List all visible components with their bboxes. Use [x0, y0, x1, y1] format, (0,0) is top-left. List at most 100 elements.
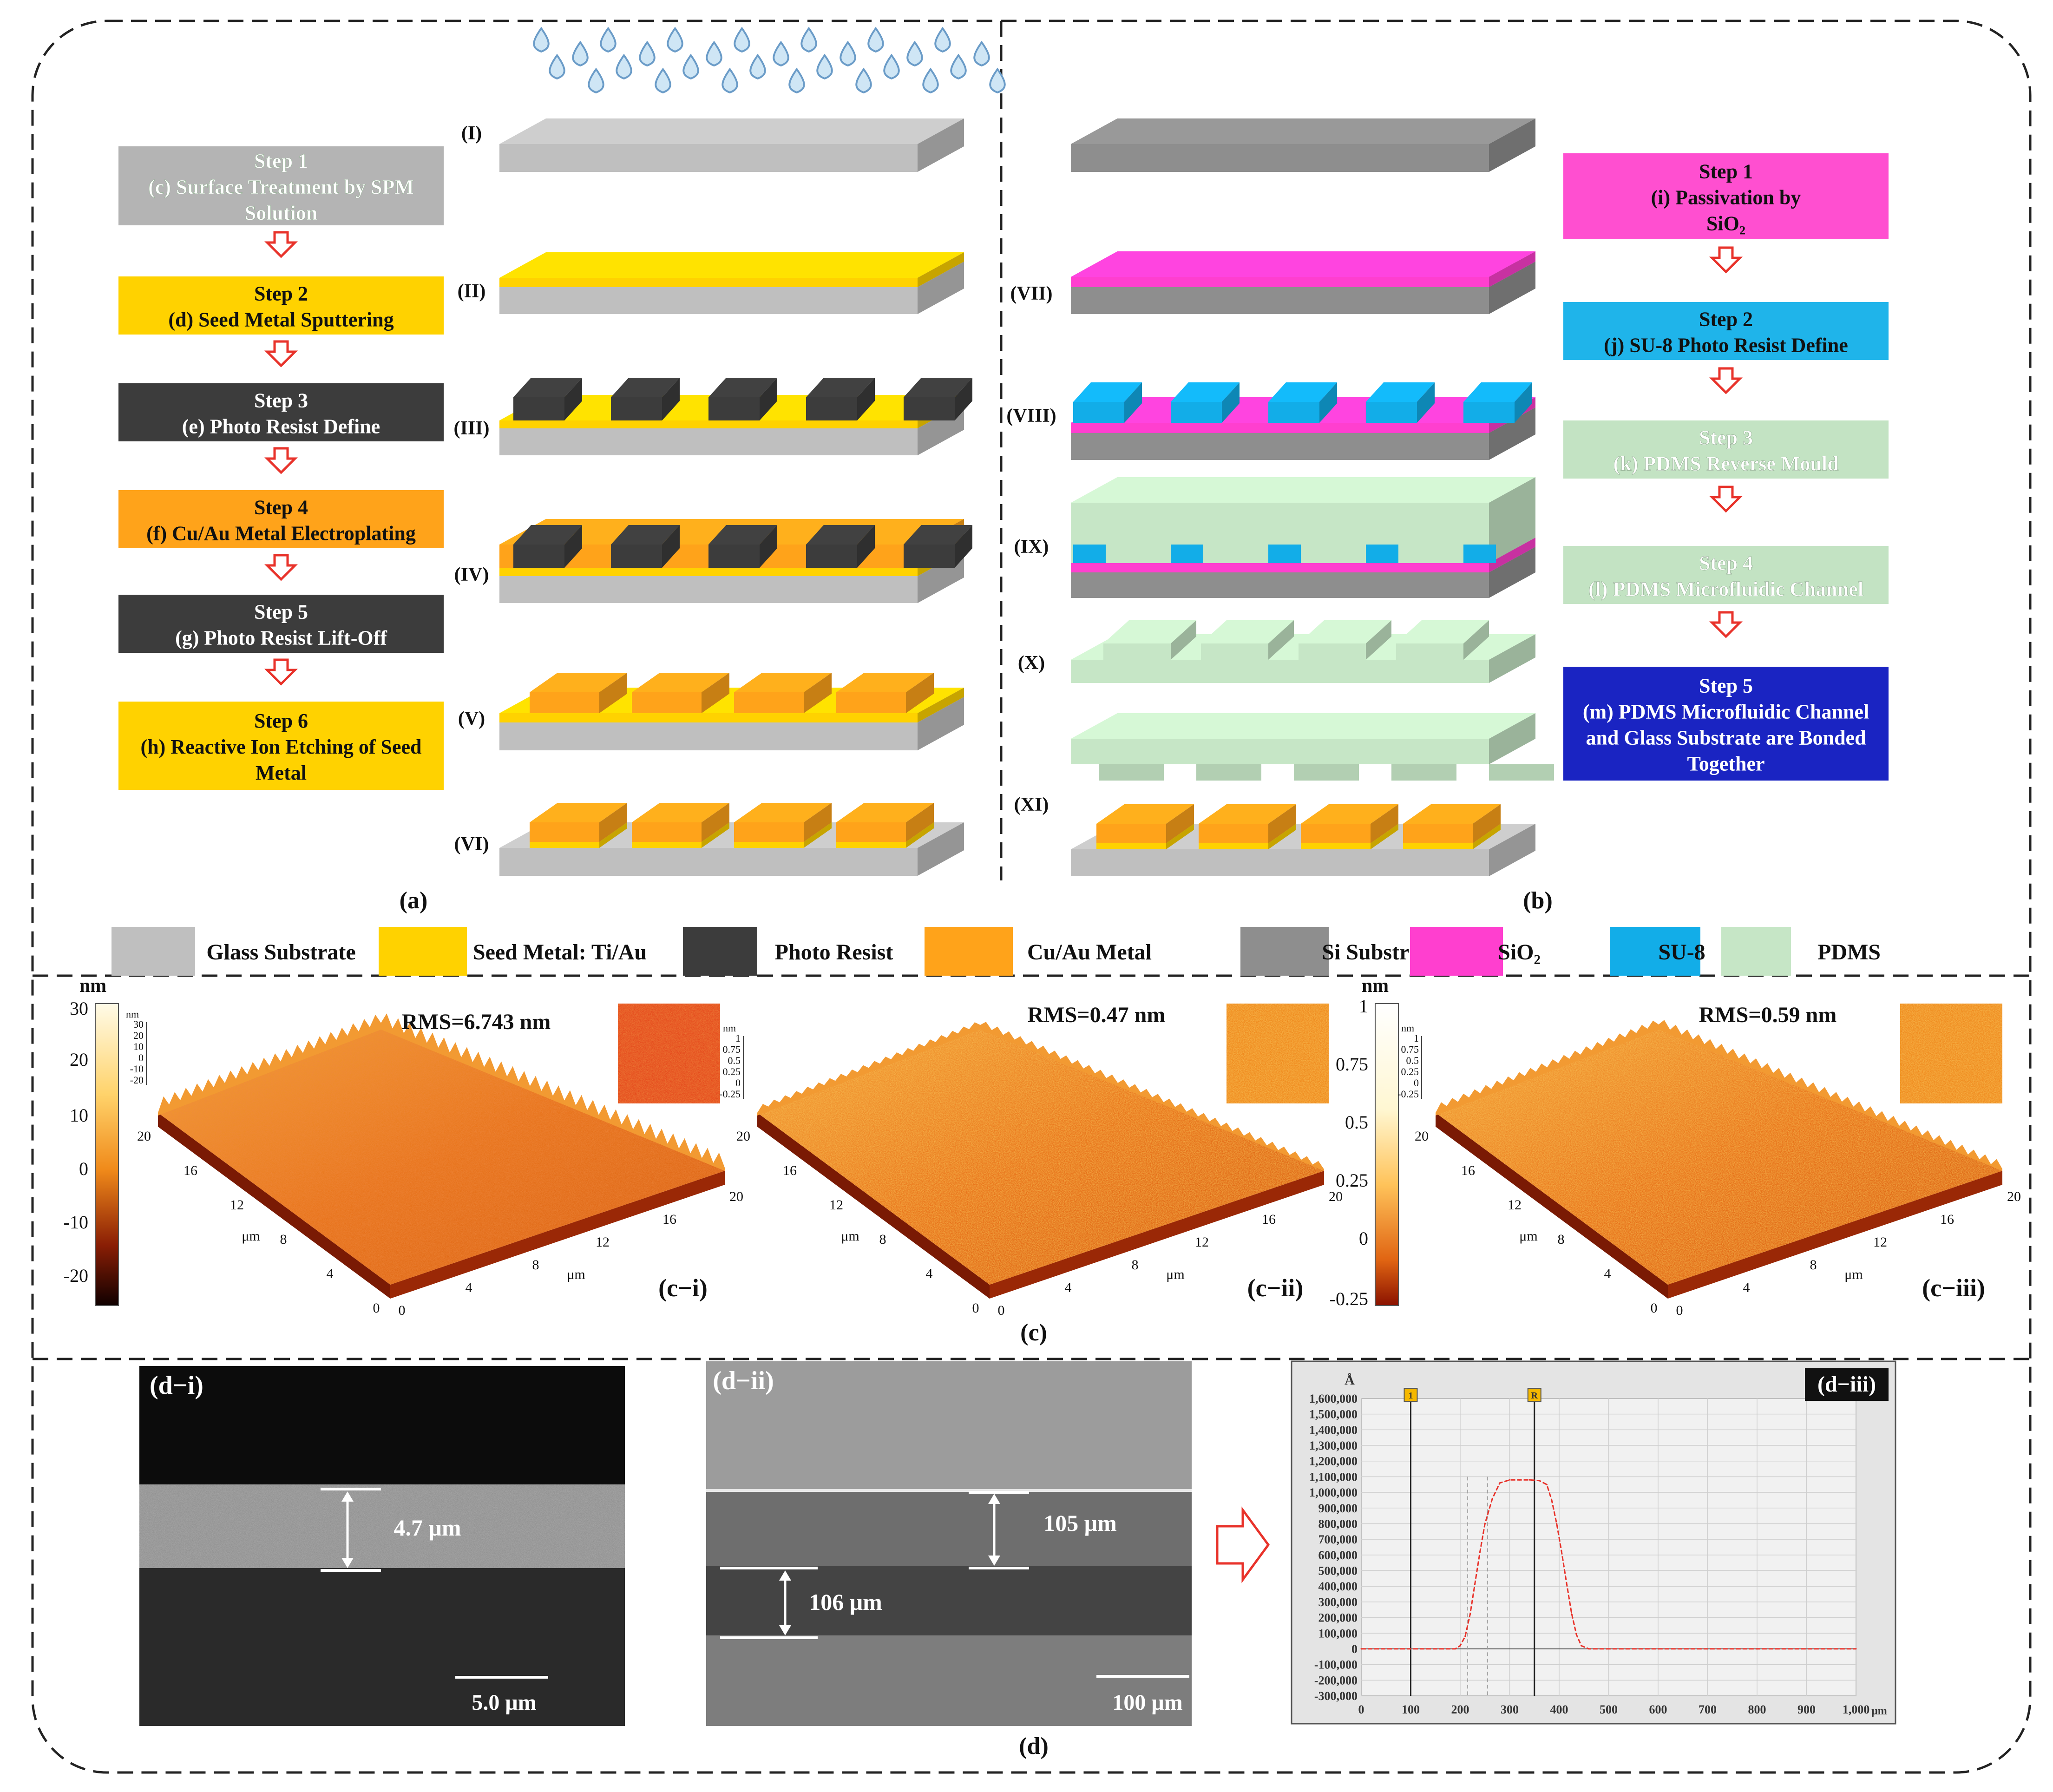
afm-x-tick: 16	[1940, 1212, 1954, 1227]
water-drop-icon	[855, 67, 872, 94]
afm-peaks	[158, 1013, 725, 1171]
stage-si-side	[1489, 118, 1535, 172]
stage-vi-metal-top	[632, 803, 729, 822]
afm-y-tick: 0	[972, 1300, 979, 1316]
stage-v-metal-side	[906, 673, 934, 713]
stage-viii-sio2-front	[1071, 423, 1489, 433]
afm-side-left	[1436, 1113, 1668, 1299]
stage-x-pdms-rib	[1103, 620, 1196, 660]
right-arrow-icon	[1216, 1506, 1270, 1583]
down-arrow-icon	[1709, 367, 1743, 394]
stage-iii-resist-front	[806, 397, 857, 420]
step-box-b5-title: Step 5	[1699, 675, 1753, 697]
stage-iv-resist-front	[513, 545, 564, 568]
stage-v-metal	[734, 673, 832, 713]
stage-x-pdms-rib	[1201, 620, 1294, 660]
stage-xi-pdms	[1071, 713, 1535, 764]
afm-y-tick: 4	[1604, 1266, 1611, 1281]
step-box-a3-title: Step 3	[254, 389, 308, 412]
water-drop-icon	[655, 67, 671, 94]
stage-iv-resist-side	[955, 525, 972, 568]
stage-iii-resist-side	[760, 378, 777, 420]
sem-2-substrate	[706, 1635, 1192, 1726]
stage-v-metal-side	[804, 673, 832, 713]
afm-side-right	[990, 1171, 1324, 1299]
step-box-b5-desc: (m) PDMS Microfluidic Channel	[1583, 701, 1869, 723]
step-box-a4: Step 4 (f) Cu/Au Metal Electroplating	[118, 490, 444, 548]
water-drop-icon	[749, 53, 766, 80]
stage-iv-resist-side	[760, 525, 777, 568]
step-box-a1-desc: (c) Surface Treatment by SPM	[148, 176, 414, 198]
stage-iv-resist	[904, 525, 972, 568]
afm-label: (c−iii)	[1922, 1274, 1985, 1302]
stage-v-glass-side	[918, 697, 964, 750]
sem-image-2: (d−ii) 105 μm 106 μm 100 μm	[706, 1361, 1192, 1726]
legend: Glass Substrate Seed Metal: Ti/Au Photo Re…	[112, 927, 1881, 976]
stage-xi-metal-side	[1268, 804, 1296, 843]
stage-vii-si-side	[1489, 262, 1535, 314]
stage-iv-seed-front	[499, 568, 918, 576]
stage-x-pdms-rib-top	[1103, 620, 1196, 643]
stage-label-b: (VII)	[1010, 283, 1053, 304]
stage-vi-metal-front	[530, 822, 599, 842]
step-box-b3-title: Step 3	[1699, 427, 1753, 449]
stage-xi-metal-top	[1096, 804, 1194, 824]
stage-x-pdms-rib	[1396, 620, 1489, 660]
water-drop-icon	[600, 26, 617, 53]
afm-peaks	[757, 1022, 1324, 1171]
afm-x-tick: 12	[1195, 1234, 1209, 1250]
stage-v-seed-front	[499, 713, 918, 722]
stage-vi-seed-front	[836, 842, 906, 848]
profile-series-line	[1361, 1479, 1856, 1650]
stage-i-glass-side	[918, 118, 964, 172]
y-tick-label: -200,000	[1314, 1674, 1358, 1687]
stage-v-metal-front	[632, 692, 702, 713]
stage-label-a: (IV)	[454, 564, 489, 585]
stage-viii-su8-side	[1222, 382, 1240, 423]
step-box-b3: Step 3 (k) PDMS Reverse Mould	[1563, 420, 1889, 479]
profile-data-point	[1454, 1648, 1456, 1650]
water-drop-icon	[588, 67, 604, 94]
profile-data-point	[1855, 1648, 1857, 1650]
water-drop-icon	[788, 67, 805, 94]
stage-vi-metal-side	[804, 803, 832, 842]
stage-ii-glass-side	[918, 262, 964, 314]
y-tick-label: 300,000	[1318, 1595, 1358, 1609]
afm-x-tick: 0	[998, 1303, 1005, 1318]
stage-viii-su8-top	[1463, 382, 1532, 402]
stage-iv-resist	[708, 525, 777, 568]
stage-iv-resist-front	[806, 545, 857, 568]
step-box-b1: Step 1 (i) Passivation by SiO₂	[1563, 153, 1889, 239]
stage-xi-seed-side	[1268, 824, 1296, 849]
stage-vi-metal-top	[836, 803, 934, 822]
stage-viii-su8-side	[1417, 382, 1435, 423]
y-tick-label: 600,000	[1318, 1549, 1358, 1562]
afm-x-tick: 0	[399, 1303, 406, 1318]
stage-viii-su8-side	[1124, 382, 1142, 423]
stage-xi-seed-side	[1473, 824, 1501, 849]
legend-label: SiO₂	[1498, 940, 1541, 965]
step-box-a5-bg	[118, 595, 444, 653]
stage-viii-su8	[1171, 382, 1240, 423]
sem-1-thickness: 4.7 μm	[394, 1515, 461, 1541]
stage-iii-resist	[611, 378, 680, 420]
stage-vi-metal-top	[530, 803, 627, 822]
stage-x-pdms-rib	[1299, 620, 1391, 660]
panel-a: Step 1 (c) Surface Treatment by SPM Soluti…	[118, 26, 1006, 914]
stage-viii-si-front	[1071, 433, 1489, 460]
stage-ii-glass-front	[499, 287, 918, 314]
stage-v-metal-front	[530, 692, 599, 713]
legend-swatch	[1410, 927, 1503, 976]
afm-label: (c−ii)	[1247, 1274, 1304, 1302]
profile-data-point	[1469, 1614, 1471, 1615]
y-tick-label: 1,300,000	[1309, 1439, 1358, 1452]
colorbar-1	[95, 1003, 119, 1306]
step-box-b5-desc: Together	[1687, 753, 1764, 775]
water-drop-icon	[816, 53, 833, 80]
afm-z-tick: 0	[735, 1077, 741, 1089]
stage-v-metal	[836, 673, 934, 713]
profile-data-point	[1588, 1648, 1590, 1650]
legend-label: SU-8	[1658, 940, 1705, 965]
stage-viii-su8-front	[1463, 402, 1515, 423]
panel-b-caption: (b)	[1523, 887, 1553, 914]
